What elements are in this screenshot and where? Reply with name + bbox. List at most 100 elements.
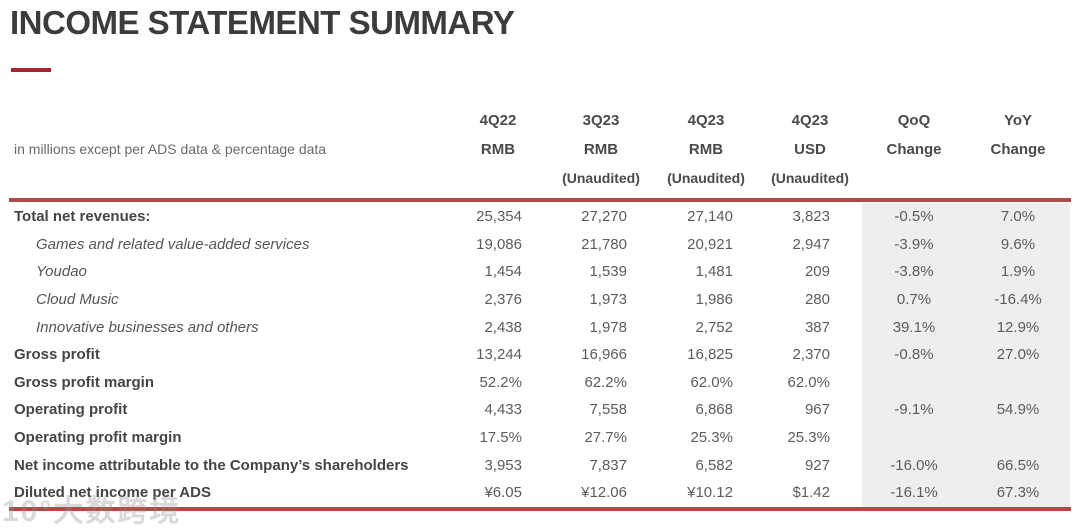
- cell-4q23-usd: 62.0%: [787, 373, 830, 391]
- cell-4q23-usd: $1.42: [792, 484, 830, 502]
- row-label: Operating profit: [14, 401, 128, 419]
- row-label: Total net revenues:: [14, 208, 151, 225]
- table-note: in millions except per ADS data & percen…: [14, 141, 327, 157]
- cell-4q23-usd: 387: [804, 318, 830, 336]
- cell-yoy-change: 27.0%: [966, 341, 1070, 369]
- cell-3q23-rmb: 7,837: [589, 456, 627, 474]
- table-row-diluted-net-income-per-ads: Diluted net income per ADS ¥6.05 ¥12.06 …: [12, 479, 1070, 507]
- cell-4q23-rmb: 62.0%: [690, 373, 733, 391]
- row-label: Gross profit margin: [14, 373, 155, 391]
- table-row-cloud-music: Cloud Music 2,376 1,973 1,986 280 0.7% -…: [12, 285, 1070, 314]
- title-underline-accent: [11, 68, 51, 72]
- cell-4q22-rmb: 2,376: [484, 290, 522, 308]
- column-header-audit: [966, 164, 1070, 193]
- cell-3q23-rmb: 1,539: [589, 263, 627, 281]
- cell-yoy-change: 67.3%: [966, 479, 1070, 507]
- column-header-audit: (Unaudited): [562, 170, 640, 186]
- table-row-net-income: Net income attributable to the Company’s…: [12, 451, 1070, 480]
- cell-qoq-change: [862, 424, 966, 452]
- cell-yoy-change: -16.4%: [966, 285, 1070, 314]
- cell-3q23-rmb: 1,973: [589, 290, 627, 308]
- cell-yoy-change: 7.0%: [966, 203, 1070, 231]
- table-row-operating-profit-margin: Operating profit margin 17.5% 27.7% 25.3…: [12, 424, 1070, 452]
- cell-4q23-rmb: 27,140: [687, 208, 733, 225]
- cell-yoy-change: 9.6%: [966, 230, 1070, 259]
- cell-4q22-rmb: 2,438: [484, 318, 522, 336]
- header-spacer: [12, 106, 448, 135]
- header-spacer: [12, 164, 448, 193]
- row-label: Cloud Music: [36, 290, 119, 308]
- cell-4q23-usd: 25.3%: [787, 429, 830, 446]
- cell-yoy-change: 66.5%: [966, 451, 1070, 480]
- cell-4q22-rmb: 1,454: [484, 263, 522, 281]
- cell-4q23-usd: 209: [804, 263, 830, 281]
- column-header-unit: Change: [990, 141, 1046, 158]
- row-label: Net income attributable to the Company’s…: [14, 456, 409, 474]
- cell-yoy-change: 12.9%: [966, 313, 1070, 342]
- cell-3q23-rmb: 27,270: [581, 208, 627, 225]
- row-label: Games and related value-added services: [36, 235, 310, 253]
- header-audit-row: (Unaudited) (Unaudited) (Unaudited): [12, 164, 1070, 193]
- column-header-period: 4Q22: [479, 112, 517, 129]
- cell-4q22-rmb: ¥6.05: [484, 484, 522, 502]
- table-bottom-border: [9, 507, 1071, 511]
- cell-3q23-rmb: 7,558: [589, 401, 627, 419]
- cell-yoy-change: [966, 424, 1070, 452]
- table-row-gross-profit-margin: Gross profit margin 52.2% 62.2% 62.0% 62…: [12, 368, 1070, 397]
- page-title: INCOME STATEMENT SUMMARY: [10, 4, 515, 41]
- cell-4q22-rmb: 17.5%: [479, 429, 522, 446]
- row-label: Operating profit margin: [14, 429, 182, 446]
- cell-yoy-change: 54.9%: [966, 396, 1070, 424]
- cell-4q23-rmb: 1,481: [695, 263, 733, 281]
- column-header-unit: Change: [886, 141, 942, 158]
- cell-4q23-rmb: 20,921: [687, 235, 733, 253]
- cell-4q23-rmb: 6,868: [695, 401, 733, 419]
- cell-4q22-rmb: 4,433: [484, 401, 522, 419]
- column-header-audit: [862, 164, 966, 193]
- row-label: Gross profit: [14, 346, 100, 364]
- table-row-gross-profit: Gross profit 13,244 16,966 16,825 2,370 …: [12, 341, 1070, 369]
- column-header-audit: [448, 164, 548, 193]
- table-row-total-net-revenues: Total net revenues: 25,354 27,270 27,140…: [12, 203, 1070, 231]
- table-top-border: [9, 198, 1071, 202]
- cell-4q22-rmb: 19,086: [476, 235, 522, 253]
- cell-4q23-rmb: 2,752: [695, 318, 733, 336]
- cell-qoq-change: -16.1%: [862, 479, 966, 507]
- cell-qoq-change: -0.5%: [862, 203, 966, 231]
- cell-4q22-rmb: 52.2%: [479, 373, 522, 391]
- table-body: Total net revenues: 25,354 27,270 27,140…: [12, 203, 1070, 507]
- column-header-period: YoY: [1003, 112, 1033, 129]
- cell-qoq-change: -3.8%: [862, 258, 966, 286]
- column-header-period: QoQ: [897, 112, 931, 129]
- header-unit-row: in millions except per ADS data & percen…: [12, 135, 1070, 164]
- table-row-games: Games and related value-added services 1…: [12, 230, 1070, 259]
- column-header-period: 4Q23: [687, 112, 725, 129]
- column-header-period: 3Q23: [582, 112, 620, 129]
- cell-4q23-usd: 3,823: [792, 208, 830, 225]
- cell-qoq-change: -16.0%: [862, 451, 966, 480]
- cell-3q23-rmb: ¥12.06: [581, 484, 627, 502]
- column-header-unit: USD: [794, 141, 826, 158]
- watermark: 10°大数跨境: [2, 495, 182, 528]
- cell-yoy-change: 1.9%: [966, 258, 1070, 286]
- cell-4q23-usd: 927: [804, 456, 830, 474]
- column-header-unit: RMB: [480, 141, 516, 158]
- cell-4q23-rmb: 6,582: [695, 456, 733, 474]
- table-row-youdao: Youdao 1,454 1,539 1,481 209 -3.8% 1.9%: [12, 258, 1070, 286]
- cell-qoq-change: -3.9%: [862, 230, 966, 259]
- column-header-audit: (Unaudited): [667, 170, 745, 186]
- table-row-innovative-businesses: Innovative businesses and others 2,438 1…: [12, 313, 1070, 342]
- cell-4q23-usd: 967: [804, 401, 830, 419]
- row-label: Youdao: [36, 263, 87, 281]
- cell-3q23-rmb: 16,966: [581, 346, 627, 364]
- header-period-row: 4Q22 3Q23 4Q23 4Q23 QoQ YoY: [12, 106, 1070, 135]
- cell-yoy-change: [966, 368, 1070, 397]
- cell-3q23-rmb: 62.2%: [584, 373, 627, 391]
- table-header: 4Q22 3Q23 4Q23 4Q23 QoQ YoY in millions …: [12, 106, 1070, 193]
- cell-4q22-rmb: 13,244: [476, 346, 522, 364]
- column-header-unit: RMB: [583, 141, 619, 158]
- table-row-operating-profit: Operating profit 4,433 7,558 6,868 967 -…: [12, 396, 1070, 424]
- cell-3q23-rmb: 21,780: [581, 235, 627, 253]
- column-header-period: 4Q23: [791, 112, 829, 129]
